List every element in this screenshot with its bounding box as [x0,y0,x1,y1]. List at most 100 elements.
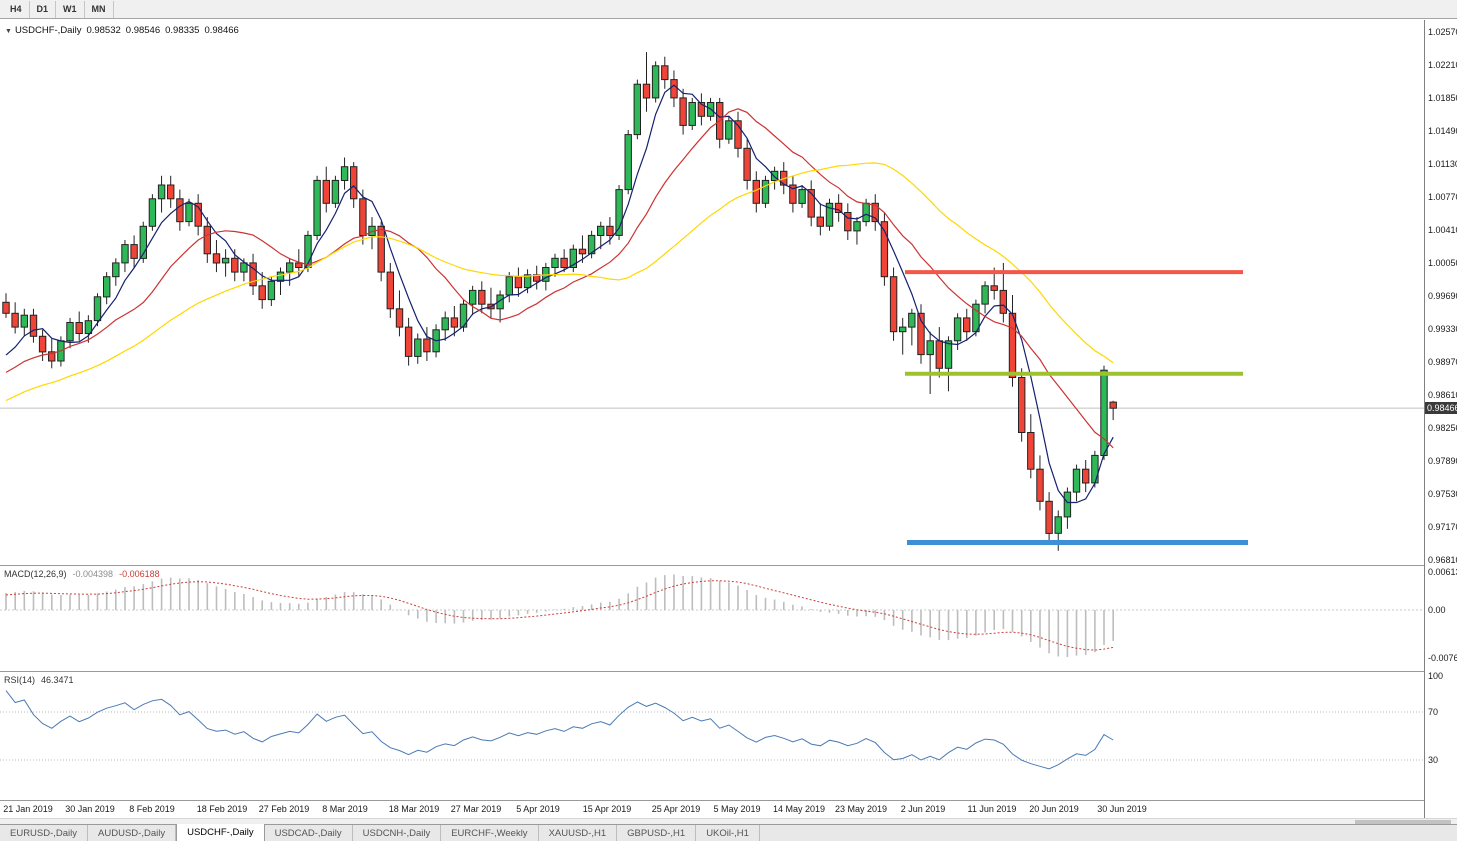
timeframe-button-d1[interactable]: D1 [30,0,57,18]
candle-body-up [761,179,770,204]
candle-body-down [990,285,998,291]
timeframe-button-w1[interactable]: W1 [56,0,85,18]
price-axis-label: 1.01850 [1428,93,1457,103]
price-axis-label: 1.00770 [1428,192,1457,202]
candle-body-up [1072,468,1081,493]
candle-body-down [752,179,760,204]
candle-body-down [670,79,678,99]
price-chart-canvas[interactable] [0,20,1424,565]
chart-tab-gbpusdh1[interactable]: GBPUSD-,H1 [617,825,697,841]
timeframe-button-h4[interactable]: H4 [3,0,30,18]
candle-body-down [176,198,184,223]
date-axis-label: 2 Jun 2019 [900,804,946,814]
candle-body-up [313,179,321,236]
date-axis-label: 5 Apr 2019 [516,804,560,814]
rsi-panel-canvas[interactable] [0,672,1424,799]
candle-body-down [350,166,358,200]
candle-body-up [496,294,504,310]
candle-body-down [404,326,413,357]
candle-body-up [981,285,989,305]
candle-body-down [231,257,239,273]
candle-body-up [414,338,422,357]
candle-body-up [469,289,477,305]
candle-body-up [633,83,641,136]
candle-body-up [267,280,276,301]
candle-body-up [597,225,605,237]
date-axis-label: 8 Feb 2019 [129,804,175,814]
candle-body-up [139,225,148,259]
candle-body-down [450,317,459,328]
timeframe-button-mn[interactable]: MN [85,0,114,18]
chart-tab-eurchfweekly[interactable]: EURCHF-,Weekly [441,825,539,841]
date-axis-label: 18 Mar 2019 [388,804,440,814]
candle-body-down [734,120,742,149]
candle-body-up [953,317,962,342]
moving-average-5 [5,84,1114,504]
candle-body-down [816,216,824,227]
candle-body-down [1109,401,1117,409]
rsi-axis-label: 30 [1428,755,1439,765]
chart-tab-ukoilh1[interactable]: UKOil-,H1 [696,825,760,841]
chart-tab-eurusddaily[interactable]: EURUSD-,Daily [0,825,89,841]
candle-body-up [615,189,623,236]
candle-body-down [359,198,367,237]
price-axis-label: 1.00410 [1428,225,1457,235]
date-axis-label: 8 Mar 2019 [322,804,368,814]
candle-body-up [20,314,29,328]
candle-body-down [1027,432,1035,470]
candle-body-up [148,198,157,227]
candle-body-up [651,65,660,99]
date-axis-label: 15 Apr 2019 [582,804,632,814]
candle-body-up [1091,454,1099,484]
macd-panel-canvas[interactable] [0,566,1424,670]
chart-tab-xauusdh1[interactable]: XAUUSD-,H1 [539,825,618,841]
chart-menu-arrow-icon[interactable]: ▼ [5,28,12,35]
chart-tab-usdcaddaily[interactable]: USDCAD-,Daily [265,825,353,841]
ohlc-close: 0.98466 [204,25,239,36]
candle-body-up [926,340,934,356]
price-axis[interactable]: 0.98466 1.02570 1.02210 1.01850 1.01490 1.01… [1424,20,1457,818]
candle-body-up [286,262,294,273]
price-axis-label: 1.01490 [1428,126,1457,136]
candle-body-up [1054,516,1062,534]
price-axis-label: 1.02210 [1428,60,1457,70]
candle-body-down [212,253,221,264]
rsi-axis-label: 100 [1428,671,1444,681]
timeframe-toolbar: H4 D1 W1 MN [0,0,1457,19]
candle-body-up [103,276,111,298]
candle-body-up [853,221,861,232]
candle-body-up [331,179,340,204]
rsi-label: RSI(14) [4,675,36,685]
candle-body-down [377,225,385,273]
candle-body-down [889,276,898,333]
panel-separator-macd[interactable] [0,565,1457,566]
chart-tab-audusddaily[interactable]: AUDUSD-,Daily [88,825,177,841]
candle-body-up [523,274,532,289]
candle-body-up [157,184,166,200]
panel-separator-rsi[interactable] [0,671,1457,672]
candle-body-up [84,320,93,335]
candle-body-up [185,202,193,223]
candle-body-down [999,289,1007,314]
macd-axis-label: 0.00 [1428,605,1446,615]
time-axis[interactable]: 21 Jan 2019 30 Jan 2019 8 Feb 2019 18 Feb 2… [0,800,1424,818]
chart-tab-usdchfdaily[interactable]: USDCHF-,Daily [176,824,265,841]
horizontal-scrollbar[interactable] [0,818,1457,824]
candle-body-down [1036,468,1044,502]
candle-body-up [66,322,74,342]
candle-body-up [944,340,953,369]
candle-body-down [578,248,587,255]
date-axis-label: 30 Jun 2019 [1097,804,1147,814]
date-axis-label: 23 May 2019 [834,804,888,814]
candle-body-down [834,202,843,214]
scrollbar-thumb[interactable] [1355,820,1451,824]
candle-body-up [862,202,870,223]
candle-body-down [679,97,687,126]
candle-body-down [560,257,568,269]
chart-tab-usdcnhdaily[interactable]: USDCNH-,Daily [353,825,442,841]
